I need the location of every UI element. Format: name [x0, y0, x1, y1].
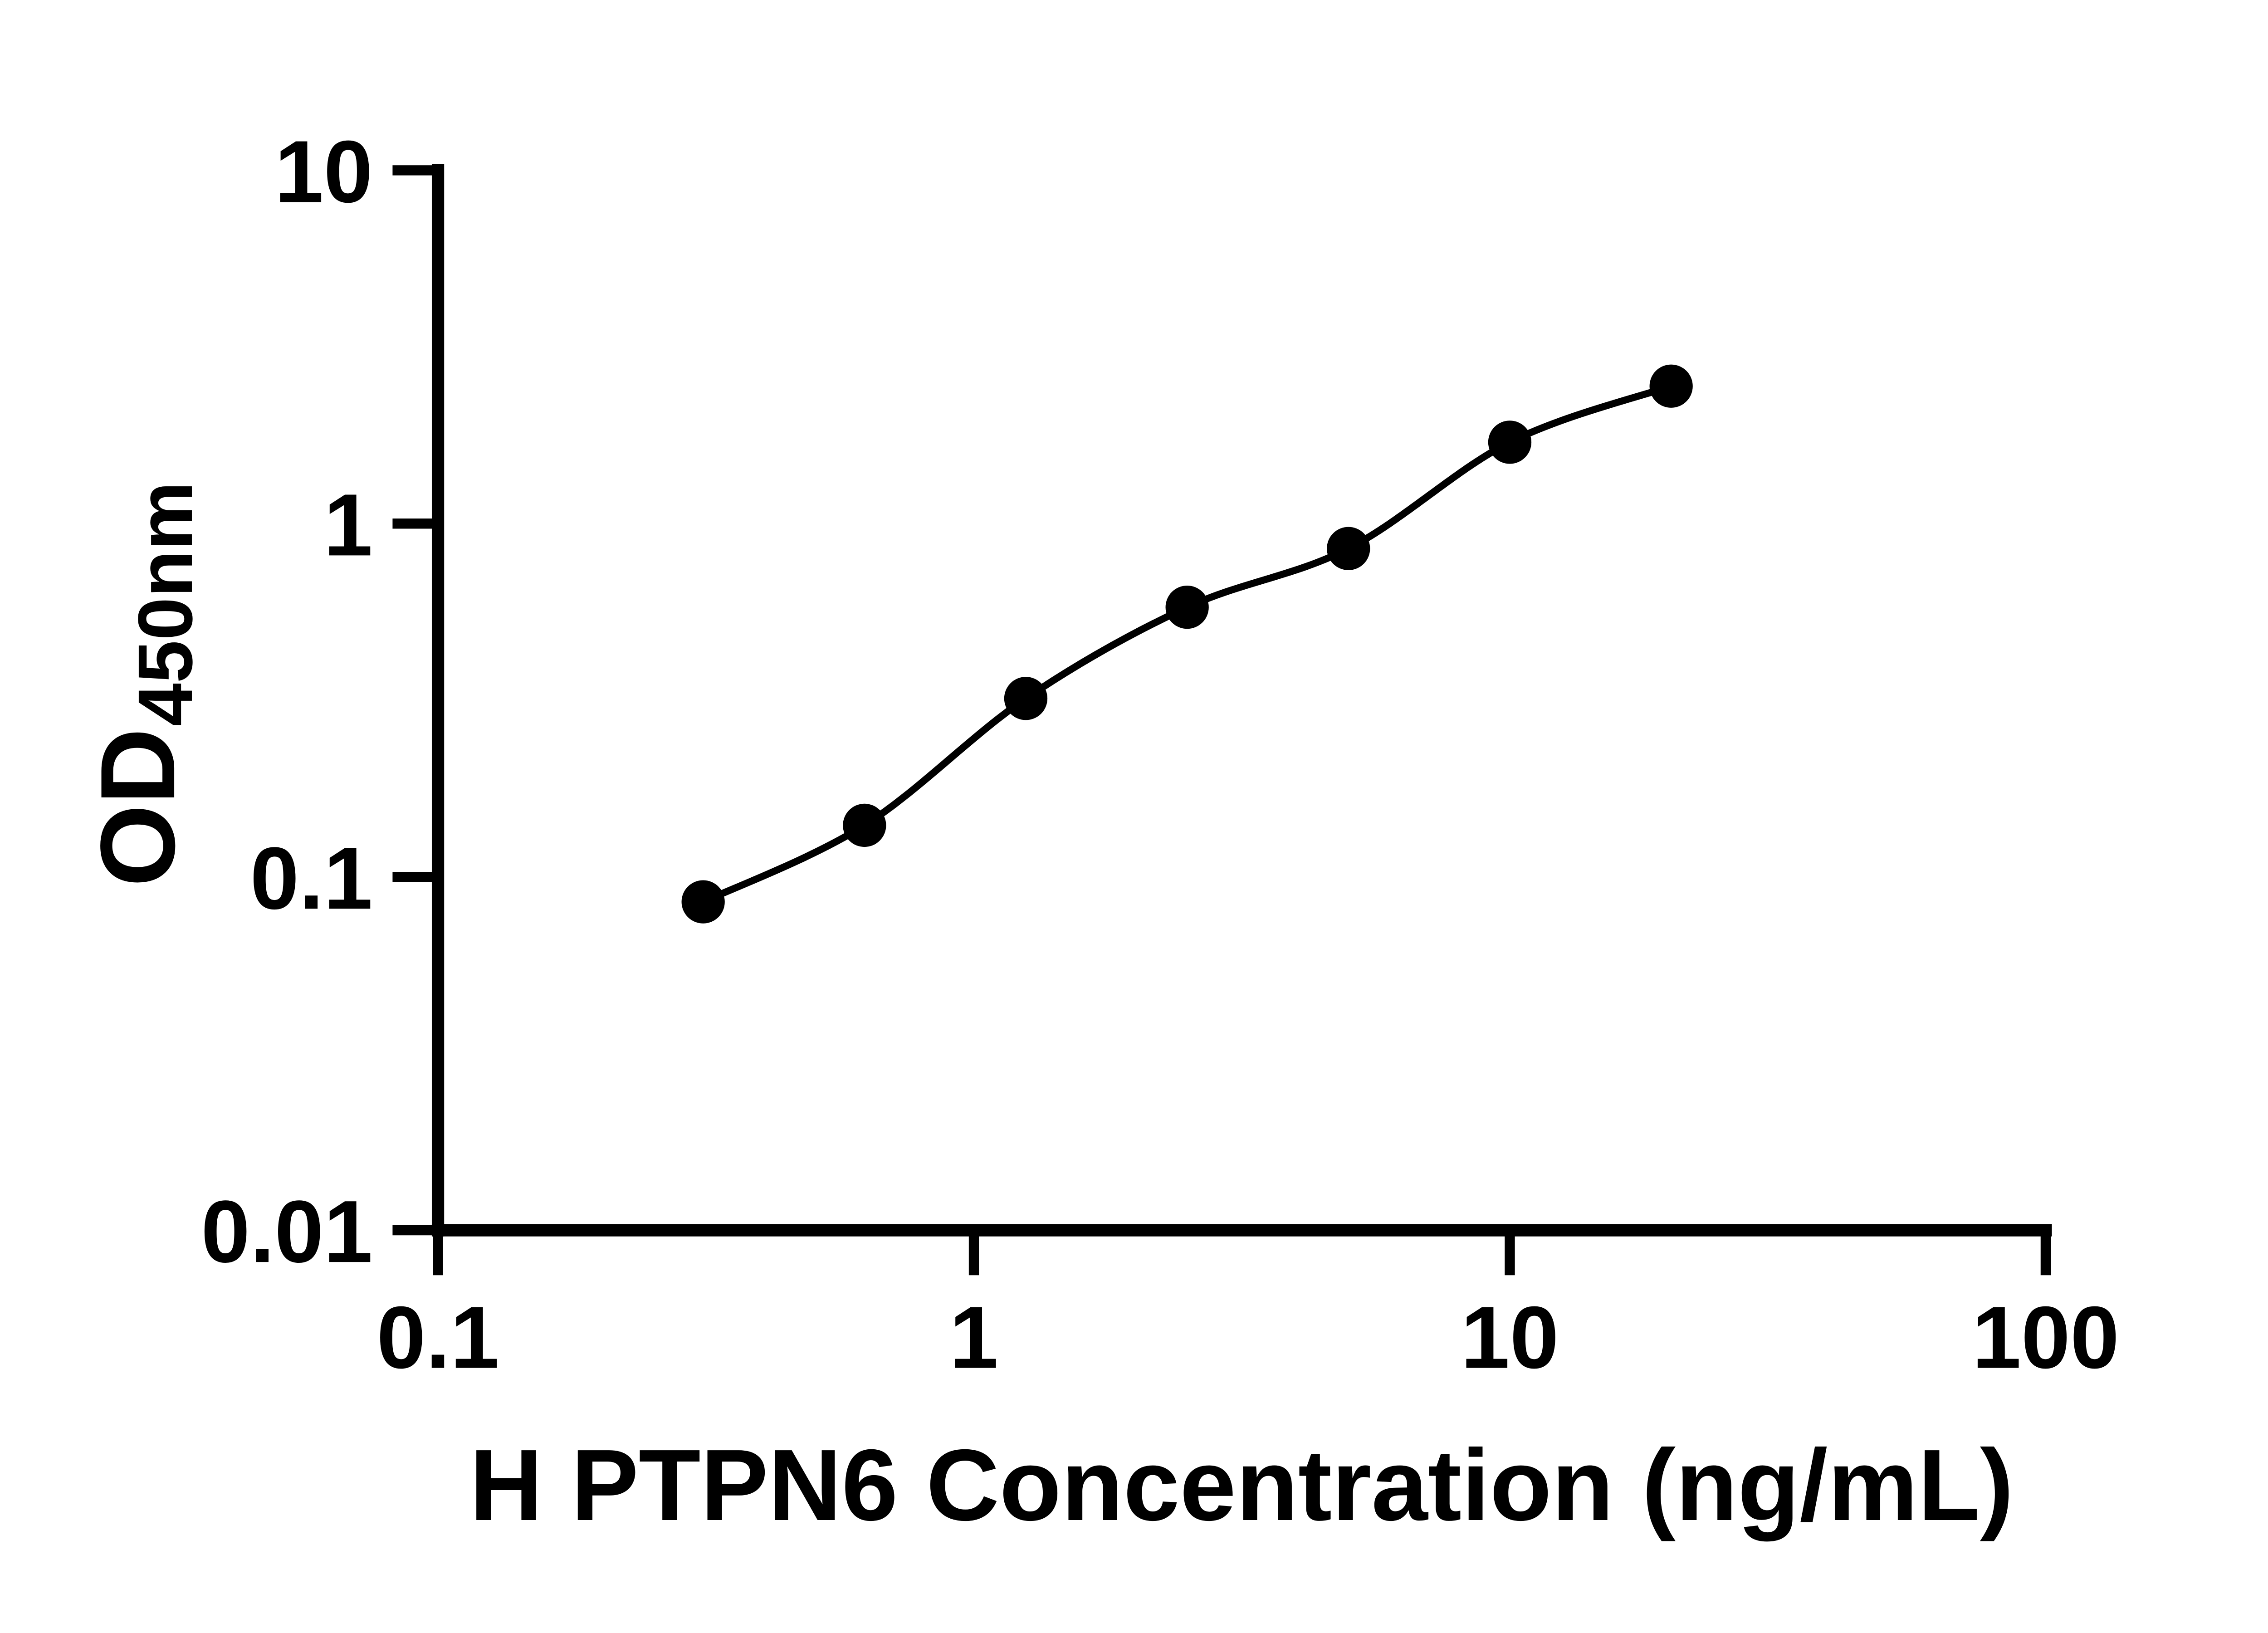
- y-axis-title: OD 450nm: [79, 482, 209, 887]
- y-tick-label: 1: [324, 476, 373, 574]
- y-tick-label: 0.1: [250, 829, 372, 928]
- x-axis-title: H PTPN6 Concentration (ng/mL): [469, 1429, 2014, 1542]
- data-point-marker: [843, 803, 886, 847]
- x-tick-label: 1: [949, 1288, 998, 1387]
- y-axis-title-sub: 450nm: [122, 482, 209, 726]
- x-axis-ticks: 0.1 1 10 100: [376, 1230, 2119, 1387]
- chart-background: [0, 22, 2268, 1611]
- data-point-marker: [1488, 420, 1532, 464]
- data-point-marker: [1165, 585, 1209, 629]
- y-axis-title-main: OD: [79, 728, 197, 887]
- data-point-marker: [1649, 364, 1693, 408]
- x-tick-label: 100: [1972, 1288, 2119, 1387]
- y-axis-ticks: 10 1 0.1 0.01: [201, 122, 438, 1281]
- x-tick-label: 10: [1461, 1288, 1559, 1387]
- data-point-marker: [1004, 677, 1048, 720]
- y-tick-label: 0.01: [201, 1183, 373, 1281]
- x-tick-label: 0.1: [376, 1288, 499, 1387]
- data-point-markers: [681, 364, 1693, 924]
- data-point-marker: [1327, 527, 1370, 570]
- data-point-marker: [681, 880, 725, 924]
- y-tick-label: 10: [274, 122, 372, 221]
